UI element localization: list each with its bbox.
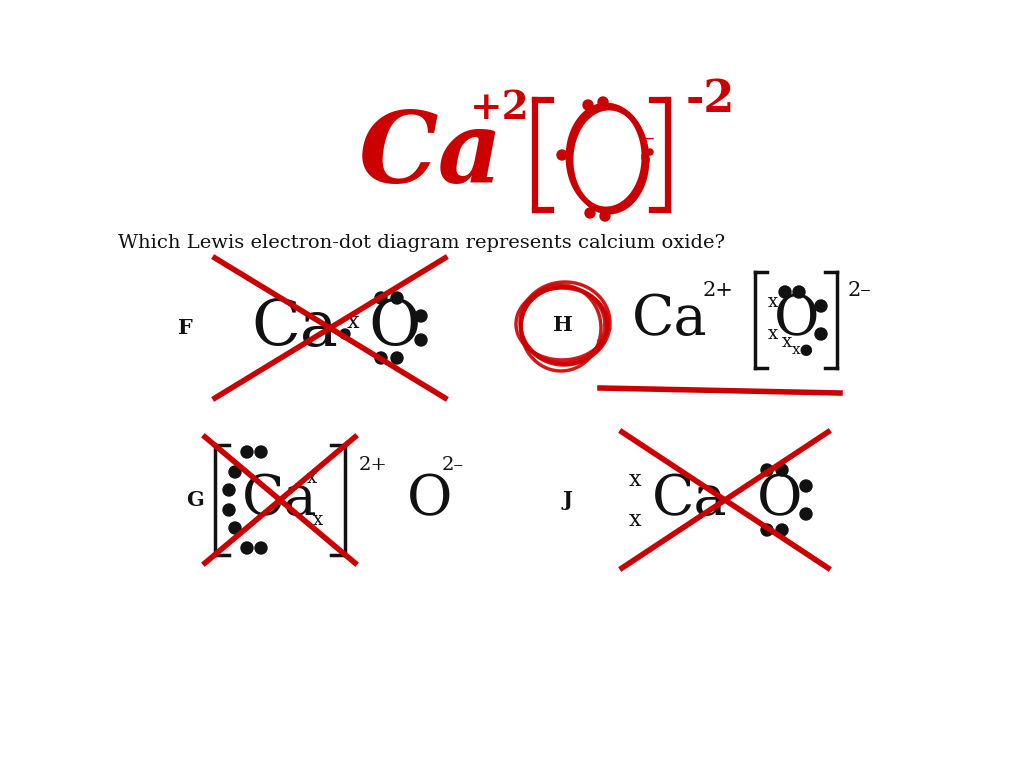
- Circle shape: [779, 286, 791, 298]
- Text: Which Lewis electron-dot diagram represents calcium oxide?: Which Lewis electron-dot diagram represe…: [118, 234, 725, 252]
- Text: Ca: Ca: [652, 472, 728, 528]
- Circle shape: [815, 328, 827, 340]
- Text: Ca: Ca: [632, 293, 708, 347]
- Circle shape: [223, 504, 234, 516]
- Text: Ca: Ca: [252, 297, 339, 359]
- Text: 2–: 2–: [442, 456, 464, 474]
- Text: J: J: [562, 490, 572, 510]
- Circle shape: [415, 310, 427, 322]
- Circle shape: [391, 352, 403, 364]
- Text: O: O: [774, 293, 820, 347]
- Circle shape: [800, 508, 812, 520]
- Text: +2: +2: [470, 89, 529, 127]
- Circle shape: [815, 300, 827, 312]
- Circle shape: [241, 446, 253, 458]
- Text: –: –: [641, 124, 655, 151]
- Text: x: x: [313, 511, 323, 529]
- Circle shape: [598, 97, 608, 107]
- Circle shape: [375, 292, 387, 304]
- Circle shape: [375, 352, 387, 364]
- Text: x: x: [768, 293, 778, 311]
- Text: x: x: [782, 333, 792, 351]
- Circle shape: [557, 150, 567, 160]
- Circle shape: [229, 522, 241, 534]
- Text: x: x: [629, 469, 641, 491]
- Circle shape: [761, 464, 773, 476]
- Text: O: O: [758, 472, 803, 528]
- Circle shape: [241, 542, 253, 554]
- Text: x●: x●: [792, 343, 814, 357]
- Text: F: F: [177, 318, 193, 338]
- Circle shape: [776, 464, 788, 476]
- Circle shape: [223, 484, 234, 496]
- Circle shape: [647, 149, 653, 155]
- Text: O: O: [408, 472, 453, 528]
- Circle shape: [800, 480, 812, 492]
- Text: 2–: 2–: [847, 280, 870, 300]
- Circle shape: [229, 466, 241, 478]
- Text: G: G: [186, 490, 204, 510]
- Circle shape: [585, 208, 595, 218]
- Circle shape: [415, 334, 427, 346]
- Circle shape: [583, 100, 593, 110]
- Circle shape: [776, 524, 788, 536]
- Text: x: x: [347, 311, 359, 333]
- Circle shape: [255, 446, 267, 458]
- Circle shape: [793, 286, 805, 298]
- Text: x: x: [629, 509, 641, 531]
- Circle shape: [600, 211, 610, 221]
- Text: H: H: [553, 315, 573, 335]
- Text: -2: -2: [685, 78, 734, 121]
- Circle shape: [255, 542, 267, 554]
- Text: Ca: Ca: [243, 472, 317, 528]
- Text: 2+: 2+: [702, 280, 733, 300]
- Circle shape: [340, 329, 350, 339]
- Circle shape: [761, 524, 773, 536]
- Circle shape: [391, 292, 403, 304]
- Text: O: O: [369, 297, 421, 359]
- Text: Ca: Ca: [357, 107, 502, 204]
- Text: x: x: [307, 469, 317, 487]
- Text: x: x: [768, 325, 778, 343]
- Text: 2+: 2+: [358, 456, 387, 474]
